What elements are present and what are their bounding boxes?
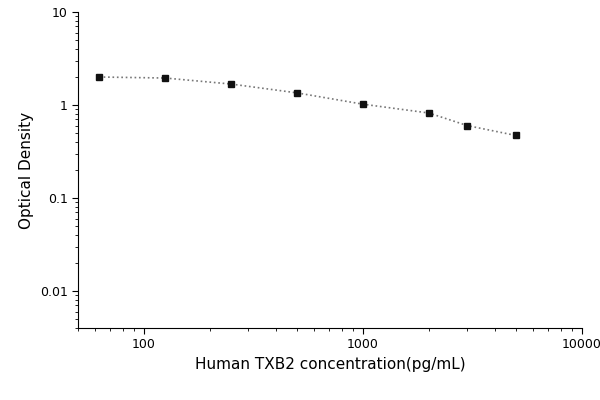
Y-axis label: Optical Density: Optical Density — [19, 112, 34, 228]
X-axis label: Human TXB2 concentration(pg/mL): Human TXB2 concentration(pg/mL) — [194, 357, 466, 372]
